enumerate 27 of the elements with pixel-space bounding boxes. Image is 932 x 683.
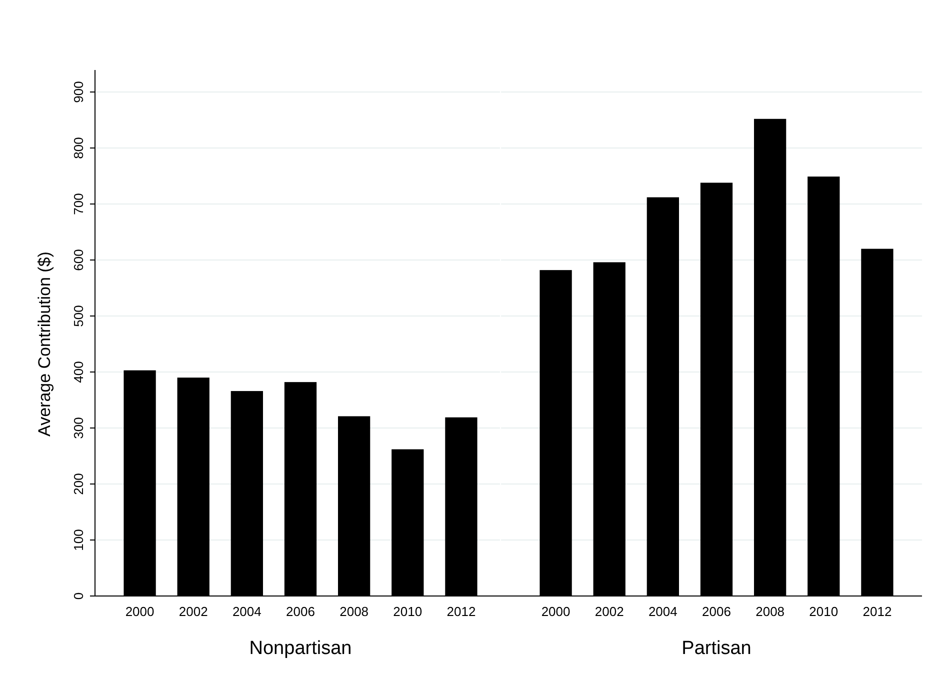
- x-tick-label: 2008: [340, 604, 369, 619]
- y-tick-label: 300: [71, 417, 86, 439]
- x-axis-title: Partisan: [682, 638, 752, 659]
- y-axis-title: Average Contribution ($): [35, 252, 54, 436]
- y-tick-label: 600: [71, 249, 86, 271]
- x-tick-label: 2004: [232, 604, 262, 619]
- y-tick-label: 400: [71, 361, 86, 383]
- x-tick-label: 2008: [756, 604, 785, 619]
- x-tick-label: 2000: [541, 604, 570, 619]
- x-tick-label: 2002: [178, 604, 208, 619]
- y-tick-label: 0: [71, 592, 86, 600]
- y-tick-label: 900: [71, 81, 86, 103]
- x-axis-title: Nonpartisan: [249, 638, 352, 659]
- x-tick-label: 2006: [702, 604, 731, 619]
- x-tick-label: 2012: [862, 604, 892, 619]
- x-tick-label: 2000: [125, 604, 154, 619]
- x-tick-label: 2006: [286, 604, 315, 619]
- y-tick-label: 100: [71, 529, 86, 551]
- x-tick-label: 2010: [393, 604, 422, 619]
- y-tick-label: 800: [71, 137, 86, 159]
- y-tick-label: 200: [71, 473, 86, 495]
- y-tick-label: 500: [71, 305, 86, 327]
- y-tick-label: 700: [71, 193, 86, 215]
- x-tick-label: 2012: [446, 604, 476, 619]
- x-tick-label: 2010: [809, 604, 838, 619]
- x-tick-label: 2004: [648, 604, 678, 619]
- x-tick-label: 2002: [594, 604, 624, 619]
